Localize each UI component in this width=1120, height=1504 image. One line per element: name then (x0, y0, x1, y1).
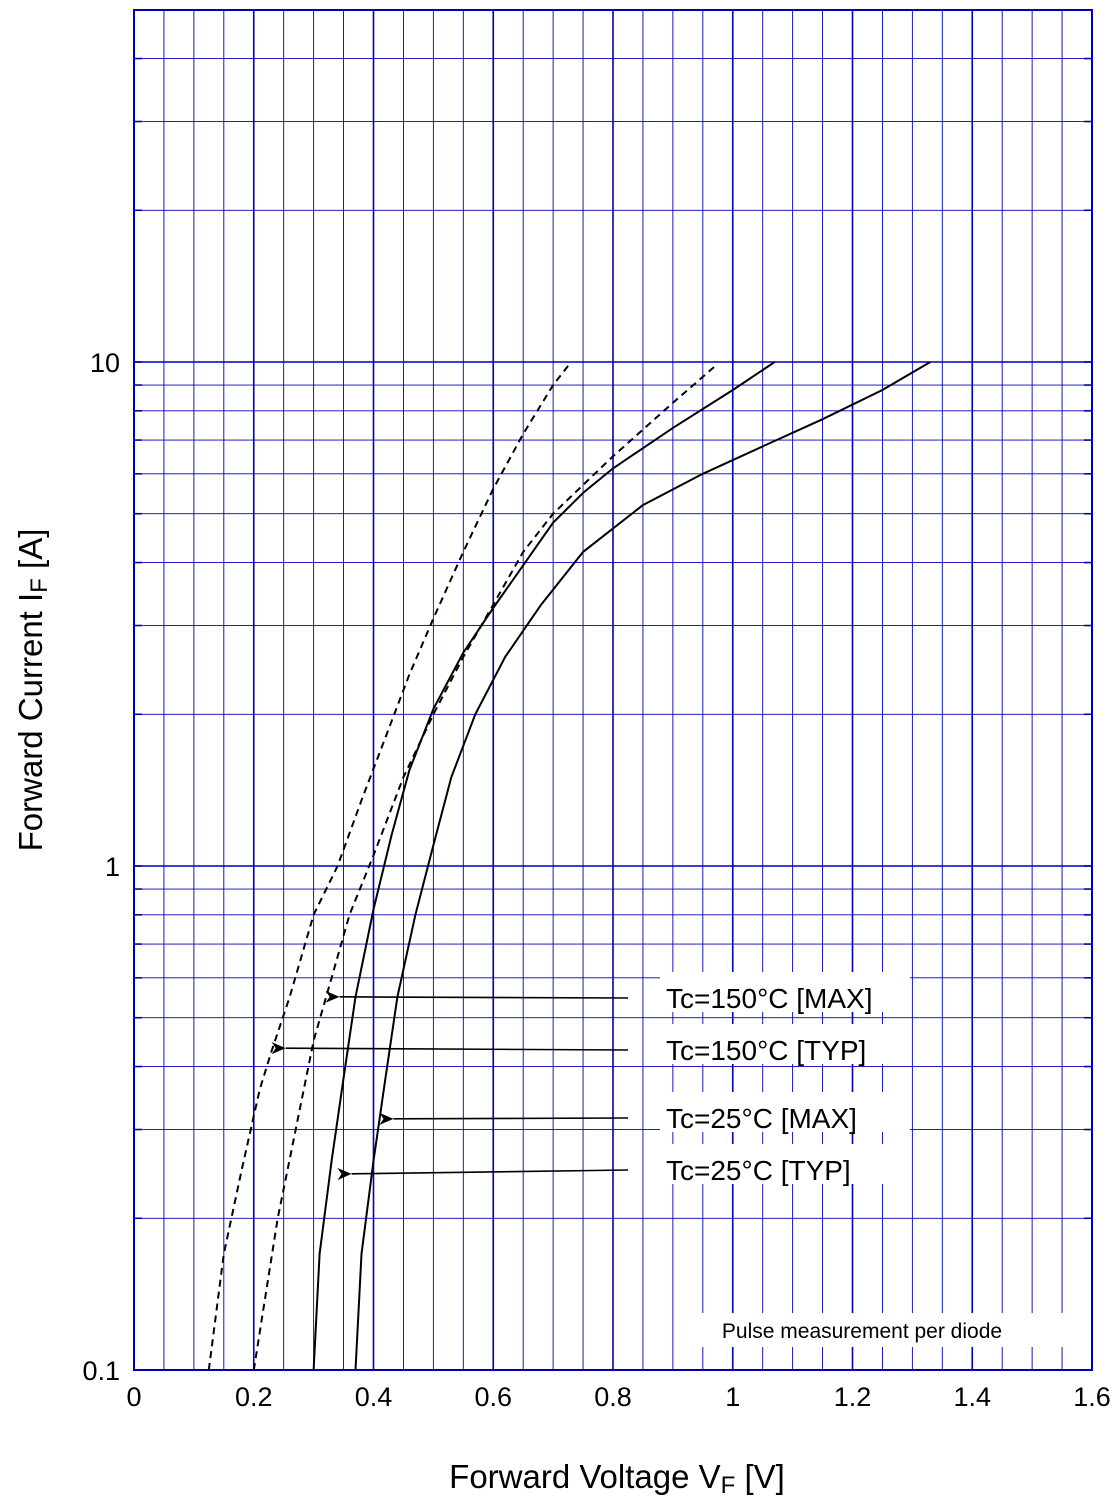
y-axis-title-main: Forward Current I (12, 593, 49, 852)
annotation-label-background (660, 972, 910, 1012)
x-axis-title-main: Forward Voltage V (449, 1458, 720, 1495)
annotation-label-background (660, 1092, 910, 1132)
x-tick-label: 0.6 (474, 1382, 512, 1412)
annotation-label: Tc=150°C [TYP] (666, 1035, 866, 1066)
annotation-arrow (271, 1042, 629, 1055)
x-tick-label: 0.8 (594, 1382, 632, 1412)
grid (134, 10, 1092, 1370)
x-axis-title: Forward Voltage VF [V] (449, 1458, 785, 1499)
x-tick-label: 0.2 (235, 1382, 273, 1412)
x-tick-label: 1.2 (834, 1382, 872, 1412)
y-tick-label: 10 (90, 348, 120, 378)
x-tick-label: 1 (725, 1382, 740, 1412)
plot-frame (133, 9, 1093, 1371)
annotation-label: Tc=25°C [TYP] (666, 1155, 851, 1186)
x-tick-label: 1.4 (953, 1382, 991, 1412)
annotation-label-background (660, 1144, 910, 1184)
y-tick-label: 1 (105, 852, 120, 882)
series-line-4 (312, 361, 776, 1371)
x-axis-title-unit: [V] (735, 1458, 785, 1495)
series-layer (207, 361, 931, 1371)
series-line-3 (354, 361, 931, 1371)
annotation-arrow (325, 990, 629, 1003)
x-axis-title-subscript: F (721, 1472, 736, 1499)
y-tick-labels: 0.1 1 10 (82, 348, 120, 1386)
y-tick-label: 0.1 (82, 1356, 120, 1386)
x-tick-labels: 0 0.2 0.4 0.6 0.8 1 1.2 1.4 1.6 (126, 1382, 1110, 1412)
measurement-note: Pulse measurement per diode (722, 1320, 1002, 1343)
series-annotations: Tc=150°C [MAX] Tc=150°C [TYP] Tc=25°C [MAX… (271, 972, 910, 1186)
annotation-label: Tc=25°C [MAX] (666, 1103, 857, 1134)
x-tick-label: 1.6 (1073, 1382, 1111, 1412)
x-tick-label: 0 (126, 1382, 141, 1412)
note-background (686, 1313, 1066, 1347)
y-axis-title: Forward Current IF [A] (12, 529, 53, 852)
y-axis-title-subscript: F (26, 578, 53, 593)
annotation-label-background (660, 1024, 910, 1064)
annotation-arrow (379, 1112, 629, 1125)
series-line-2 (207, 361, 572, 1371)
annotation-arrow (337, 1168, 629, 1181)
y-axis-title-unit: [A] (12, 529, 49, 579)
annotation-label: Tc=150°C [MAX] (666, 983, 873, 1014)
x-tick-label: 0.4 (355, 1382, 393, 1412)
